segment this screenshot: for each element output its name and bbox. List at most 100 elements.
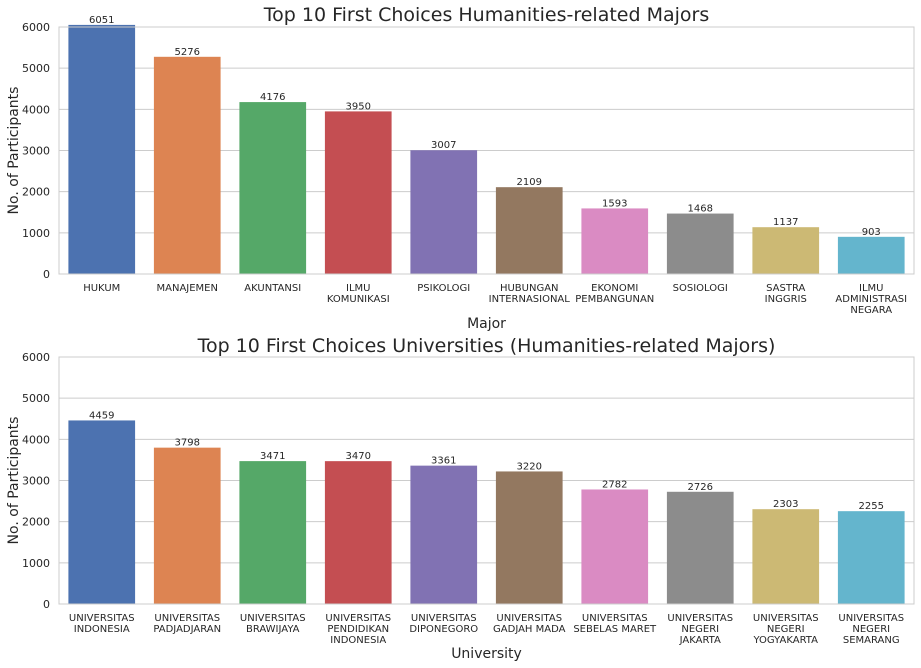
x-tick-label-line: UNIVERSITAS <box>154 613 220 624</box>
bar-value-label: 3220 <box>517 461 542 472</box>
bar <box>324 111 392 275</box>
x-tick-label: ILMU ADMINISTRASI NEGARA <box>835 283 907 316</box>
x-tick-label-line: AKUNTANSI <box>244 283 301 294</box>
x-tick-label-line: PENDIDIKAN <box>327 624 389 635</box>
x-tick-label-line: NEGARA <box>850 305 892 316</box>
x-tick-label: SASTRA INGGRIS <box>765 283 807 305</box>
x-tick-label: UNIVERSITAS NEGERI YOGYAKARTA <box>753 613 819 646</box>
y-tick-label: 5000 <box>22 392 50 405</box>
bar-value-label: 3361 <box>431 456 456 467</box>
x-tick-label-line: NEGERI <box>681 624 719 635</box>
bar <box>752 227 820 274</box>
x-tick-label: EKONOMI PEMBANGUNAN <box>575 283 654 305</box>
x-tick-label-line: UNIVERSITAS <box>69 613 135 624</box>
bar-value-label: 3470 <box>346 451 371 462</box>
y-tick-label: 4000 <box>22 433 50 446</box>
x-tick-label-line: UNIVERSITAS <box>667 613 733 624</box>
chart-majors: 0 1000 2000 3000 4000 5000 6000 6051 HUKUM 5276 MA… <box>6 4 915 332</box>
bar <box>495 187 563 274</box>
y-tick-label: 6000 <box>22 351 50 364</box>
y-tick-label: 3000 <box>22 145 50 158</box>
x-tick-label-line: SASTRA <box>766 283 805 294</box>
x-tick-label: UNIVERSITAS NEGERI JAKARTA <box>667 613 733 646</box>
bar <box>153 447 221 604</box>
x-tick-label-line: PEMBANGUNAN <box>575 294 654 305</box>
x-tick-label: UNIVERSITAS NEGERI SEMARANG <box>838 613 904 646</box>
x-tick-label-line: HUKUM <box>83 283 120 294</box>
y-tick-label: 2000 <box>22 186 50 199</box>
x-tick-label-line: EKONOMI <box>591 283 638 294</box>
bar-value-label: 2303 <box>773 499 798 510</box>
x-tick-label: MANAJEMEN <box>157 283 218 294</box>
x-tick-label-line: UNIVERSITAS <box>582 613 648 624</box>
bar-value-label: 2255 <box>859 501 884 512</box>
x-tick-label-line: INDONESIA <box>74 624 130 635</box>
axes-frame <box>58 356 915 605</box>
x-tick-label: AKUNTANSI <box>244 283 301 294</box>
bar-value-label: 2782 <box>602 479 627 490</box>
bar-value-label: 1137 <box>773 217 798 228</box>
x-axis-label: Major <box>467 316 506 332</box>
x-tick-label-line: SEMARANG <box>843 635 900 646</box>
bar-value-label: 3798 <box>175 438 200 449</box>
y-tick-label: 1000 <box>22 227 50 240</box>
x-tick-label-line: UNIVERSITAS <box>411 613 477 624</box>
x-tick-label-line: BRAWIJAYA <box>246 624 300 635</box>
x-tick-label: SOSIOLOGI <box>673 283 728 294</box>
bar <box>410 465 478 604</box>
x-tick-label-line: DIPONEGORO <box>409 624 478 635</box>
y-tick-label: 2000 <box>22 516 50 529</box>
y-tick-label: 5000 <box>22 62 50 75</box>
x-tick-label: UNIVERSITAS GADJAH MADA <box>493 613 566 635</box>
x-tick-label: HUKUM <box>83 283 120 294</box>
x-tick-label-line: ILMU <box>346 283 370 294</box>
x-tick-label-line: UNIVERSITAS <box>325 613 391 624</box>
bar-value-label: 1593 <box>602 198 627 209</box>
x-tick-label: UNIVERSITAS DIPONEGORO <box>409 613 478 635</box>
x-tick-label-line: JAKARTA <box>679 635 721 646</box>
x-tick-label-line: SEBELAS MARET <box>573 624 657 635</box>
y-tick-label: 3000 <box>22 475 50 488</box>
y-tick-label: 6000 <box>22 21 50 34</box>
x-tick-label-line: SOSIOLOGI <box>673 283 728 294</box>
bar-value-label: 5276 <box>175 47 200 58</box>
x-axis-label: University <box>451 646 522 662</box>
bar-value-label: 2726 <box>688 482 713 493</box>
x-tick-label-line: PADJADJARAN <box>153 624 221 635</box>
x-tick-label: HUBUNGAN INTERNASIONAL <box>489 283 571 305</box>
bar <box>495 471 563 604</box>
bar-value-label: 3950 <box>346 101 371 112</box>
x-tick-label-line: MANAJEMEN <box>157 283 218 294</box>
axes-frame <box>58 26 915 275</box>
bar <box>239 102 307 274</box>
bar <box>581 489 649 604</box>
bar-value-label: 4459 <box>89 410 114 421</box>
x-tick-label-line: PSIKOLOGI <box>417 283 470 294</box>
x-tick-label-line: INGGRIS <box>765 294 807 305</box>
x-tick-label: ILMU KOMUNIKASI <box>327 283 390 305</box>
bar-value-label: 3007 <box>431 140 456 151</box>
x-tick-label-line: UNIVERSITAS <box>838 613 904 624</box>
bar-value-label: 1468 <box>688 204 713 215</box>
x-tick-label: UNIVERSITAS SEBELAS MARET <box>573 613 657 635</box>
x-tick-label: UNIVERSITAS INDONESIA <box>69 613 135 635</box>
x-tick-label-line: ILMU <box>859 283 883 294</box>
x-tick-label-line: UNIVERSITAS <box>240 613 306 624</box>
bar <box>410 150 478 274</box>
x-tick-label: UNIVERSITAS PENDIDIKAN INDONESIA <box>325 613 391 646</box>
bar <box>666 491 734 604</box>
bar <box>837 236 905 274</box>
bar <box>68 24 136 275</box>
bar-value-label: 903 <box>862 227 881 238</box>
y-axis-label: No. of Participants <box>6 417 22 545</box>
y-tick-label: 4000 <box>22 103 50 116</box>
chart-title: Top 10 First Choices Humanities-related … <box>263 4 710 26</box>
bar <box>837 511 905 604</box>
x-tick-label-line: KOMUNIKASI <box>327 294 390 305</box>
x-tick-label-line: YOGYAKARTA <box>753 635 819 646</box>
chart-universities: 0 1000 2000 3000 4000 5000 6000 4459 UNIVERSITAS… <box>6 335 915 662</box>
x-tick-label-line: NEGERI <box>852 624 890 635</box>
bar <box>239 461 307 604</box>
x-tick-label: PSIKOLOGI <box>417 283 470 294</box>
